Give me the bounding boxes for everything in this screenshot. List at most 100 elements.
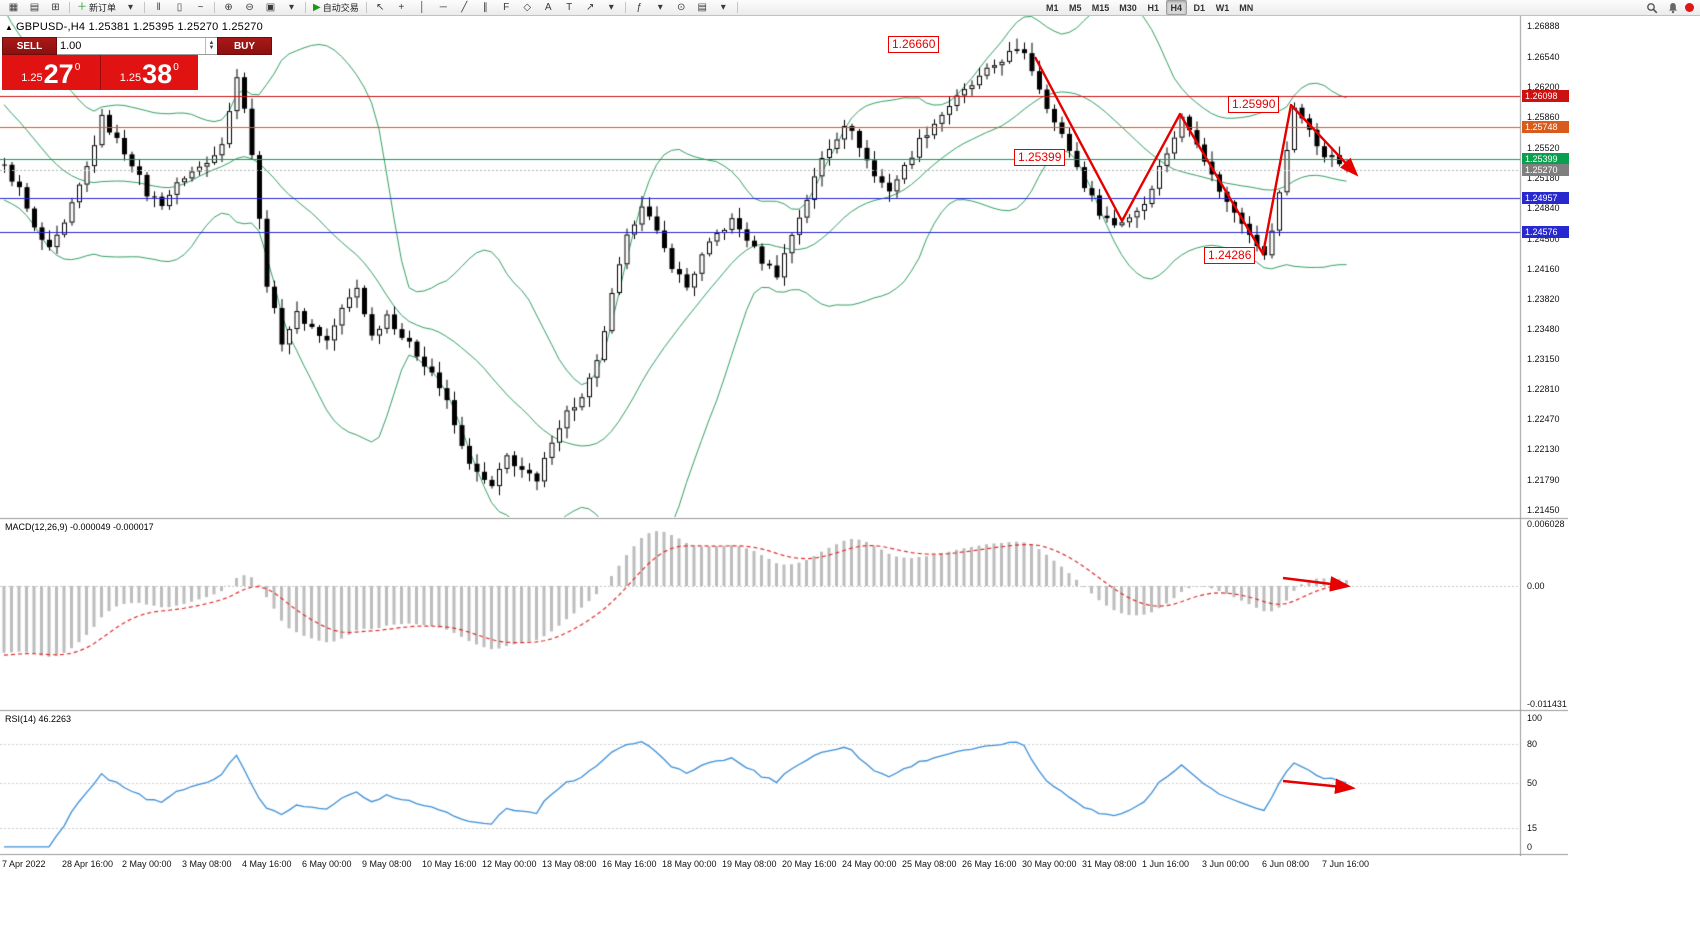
line-chart-icon-glyph: ~	[197, 1, 204, 13]
vertical-line-icon[interactable]: │	[413, 0, 432, 15]
horizontal-line-icon[interactable]: ─	[434, 0, 453, 15]
templates-icon[interactable]: ▤	[693, 0, 712, 15]
main-toolbar: ▦ ▤ ⊞ ＋新订单 ▾ ‖ ▯ ~ ⊕ ⊖ ▣ ▾ ▶ 自动交易 ↖ + │ ─ ╱ ∥ F ◇ A T ↗ ▾ ƒ ▾ ⊙ ▤ ▾ M1 M…	[0, 0, 1700, 16]
objects-caret-icon[interactable]: ▾	[602, 0, 621, 15]
annotation-pullback-price: 1.25399	[1014, 149, 1066, 166]
volume-input[interactable]	[57, 38, 205, 54]
price-axis-label: 1.25520	[1527, 142, 1560, 153]
rsi-axis-label: 50	[1527, 777, 1538, 788]
timeframe-d1-button-label: D1	[1193, 2, 1206, 13]
price-axis-label: 1.23150	[1527, 353, 1560, 364]
timeframe-w1-button-label: W1	[1215, 2, 1230, 13]
equidistant-channel-icon[interactable]: ∥	[476, 0, 495, 15]
windows-caret-icon[interactable]: ▾	[282, 0, 301, 15]
timeframe-d1-button[interactable]: D1	[1189, 0, 1210, 15]
timeframe-m15-button[interactable]: M15	[1088, 0, 1114, 15]
trendline-icon[interactable]: ╱	[455, 0, 474, 15]
periods-icon[interactable]: ⊙	[672, 0, 691, 15]
templates-caret-icon[interactable]: ▾	[714, 0, 733, 15]
price-axis-label: 1.24500	[1527, 233, 1560, 244]
indicators-icon-glyph: ƒ	[636, 1, 643, 13]
candlestick-chart-icon-glyph: ▯	[176, 1, 183, 13]
time-axis-label: 20 May 16:00	[782, 859, 837, 869]
rsi-indicator-label: RSI(14) 46.2263	[5, 714, 72, 724]
tile-windows-icon[interactable]: ▣	[261, 0, 280, 15]
timeframe-h1-button-label: H1	[1147, 2, 1160, 13]
new-order-caret-icon[interactable]: ▾	[121, 0, 140, 15]
buy-price[interactable]: 1.25 38 0	[100, 55, 198, 90]
indicators-caret-icon-glyph: ▾	[657, 1, 663, 13]
profiles-icon[interactable]: ▤	[25, 0, 44, 15]
periods-icon-glyph: ⊙	[677, 1, 686, 13]
crosshair-icon[interactable]: +	[392, 0, 411, 15]
zoom-in-icon[interactable]: ⊕	[219, 0, 238, 15]
stepper-down-icon[interactable]: ▼	[208, 45, 215, 51]
text-label-icon[interactable]: T	[560, 0, 579, 15]
bar-chart-icon[interactable]: ‖	[149, 0, 168, 15]
zoom-out-icon[interactable]: ⊖	[240, 0, 259, 15]
shapes-icon[interactable]: ◇	[518, 0, 537, 15]
timeframe-m1-button[interactable]: M1	[1042, 0, 1063, 15]
timeframe-h1-button[interactable]: H1	[1143, 0, 1164, 15]
shapes-icon-glyph: ◇	[523, 1, 532, 13]
time-axis-label: 16 May 16:00	[602, 859, 657, 869]
chart-title: GBPUSD-,H4 1.25381 1.25395 1.25270 1.252…	[16, 21, 263, 33]
time-axis-label: 3 Jun 00:00	[1202, 859, 1250, 869]
level-price-tag: 1.25748	[1522, 121, 1569, 134]
notification-badge[interactable]	[1685, 3, 1694, 12]
macd-axis-label: 0.006028	[1527, 519, 1565, 529]
text-label-icon-glyph: T	[566, 1, 573, 13]
one-click-collapse-icon[interactable]: ▲	[5, 23, 13, 32]
search-icon[interactable]	[1642, 0, 1661, 15]
volume-stepper[interactable]: ▲ ▼	[205, 38, 217, 54]
price-chart-canvas[interactable]	[0, 16, 1568, 856]
charts-icon[interactable]: ▦	[4, 0, 23, 15]
objects-caret-icon-glyph: ▾	[608, 1, 614, 13]
terminal-icon[interactable]: ⊞	[46, 0, 65, 15]
text-icon[interactable]: A	[539, 0, 558, 15]
price-axis[interactable]: 1.26888 1.26540 1.26200 1.25860 1.25520 1.251…	[1521, 16, 1581, 856]
timeframe-m1-button-label: M1	[1045, 2, 1059, 13]
current-price-tag: 1.25270	[1522, 163, 1569, 176]
time-axis-label: 24 May 00:00	[842, 859, 897, 869]
rsi-axis-label: 0	[1527, 842, 1533, 852]
buy-button[interactable]: BUY	[217, 37, 272, 55]
arrows-icon[interactable]: ↗	[581, 0, 600, 15]
stepper-up-icon[interactable]: ▲	[208, 40, 215, 46]
time-axis-label: 28 Apr 16:00	[62, 859, 114, 869]
templates-caret-icon-glyph: ▾	[720, 1, 726, 13]
new-order-caret-icon-glyph: ▾	[128, 1, 134, 13]
timeframe-mn-button[interactable]: MN	[1235, 0, 1257, 15]
line-chart-icon[interactable]: ~	[191, 0, 210, 15]
notifications-bell-icon[interactable]	[1663, 0, 1682, 15]
tile-windows-icon-glyph: ▣	[265, 1, 276, 13]
price-axis-label: 1.23820	[1527, 294, 1560, 305]
rsi-axis-label: 80	[1527, 738, 1538, 749]
timeframe-m5-button[interactable]: M5	[1065, 0, 1086, 15]
crosshair-icon-glyph: +	[398, 1, 405, 13]
toolbar-separator	[69, 2, 70, 13]
arrows-icon-glyph: ↗	[586, 1, 595, 13]
timeframe-h4-button[interactable]: H4	[1165, 0, 1187, 15]
toolbar-items: ▦ ▤ ⊞ ＋新订单 ▾ ‖ ▯ ~ ⊕ ⊖ ▣ ▾ ▶ 自动交易 ↖ + │ ─ ╱ ∥ F ◇ A T ↗ ▾ ƒ ▾ ⊙ ▤ ▾ M1 M…	[3, 0, 1258, 15]
annotation-lower-high-price: 1.25990	[1228, 96, 1280, 113]
time-axis[interactable]: 7 Apr 2022 28 Apr 16:00 2 May 00:00 3 May 0…	[0, 857, 1568, 872]
timeframe-w1-button[interactable]: W1	[1212, 0, 1234, 15]
sell-button[interactable]: SELL	[2, 37, 57, 55]
buy-price-pips: 38	[142, 59, 173, 89]
timeframe-m5-button-label: M5	[1068, 2, 1082, 13]
text-icon-glyph: A	[544, 1, 552, 13]
new-order-button[interactable]: ＋新订单	[74, 0, 119, 15]
indicators-icon[interactable]: ƒ	[630, 0, 649, 15]
macd-axis-label: 0.00	[1527, 581, 1545, 591]
autotrading-button[interactable]: ▶ 自动交易	[310, 0, 362, 15]
timeframe-mn-button-label: MN	[1239, 2, 1254, 13]
sell-price[interactable]: 1.25 27 0	[2, 55, 101, 90]
indicators-caret-icon[interactable]: ▾	[651, 0, 670, 15]
fibonacci-icon[interactable]: F	[497, 0, 516, 15]
time-axis-label: 6 May 00:00	[302, 859, 352, 869]
cursor-icon[interactable]: ↖	[371, 0, 390, 15]
timeframe-m30-button[interactable]: M30	[1115, 0, 1141, 15]
candlestick-chart-icon[interactable]: ▯	[170, 0, 189, 15]
profiles-icon-glyph: ▤	[29, 1, 40, 13]
